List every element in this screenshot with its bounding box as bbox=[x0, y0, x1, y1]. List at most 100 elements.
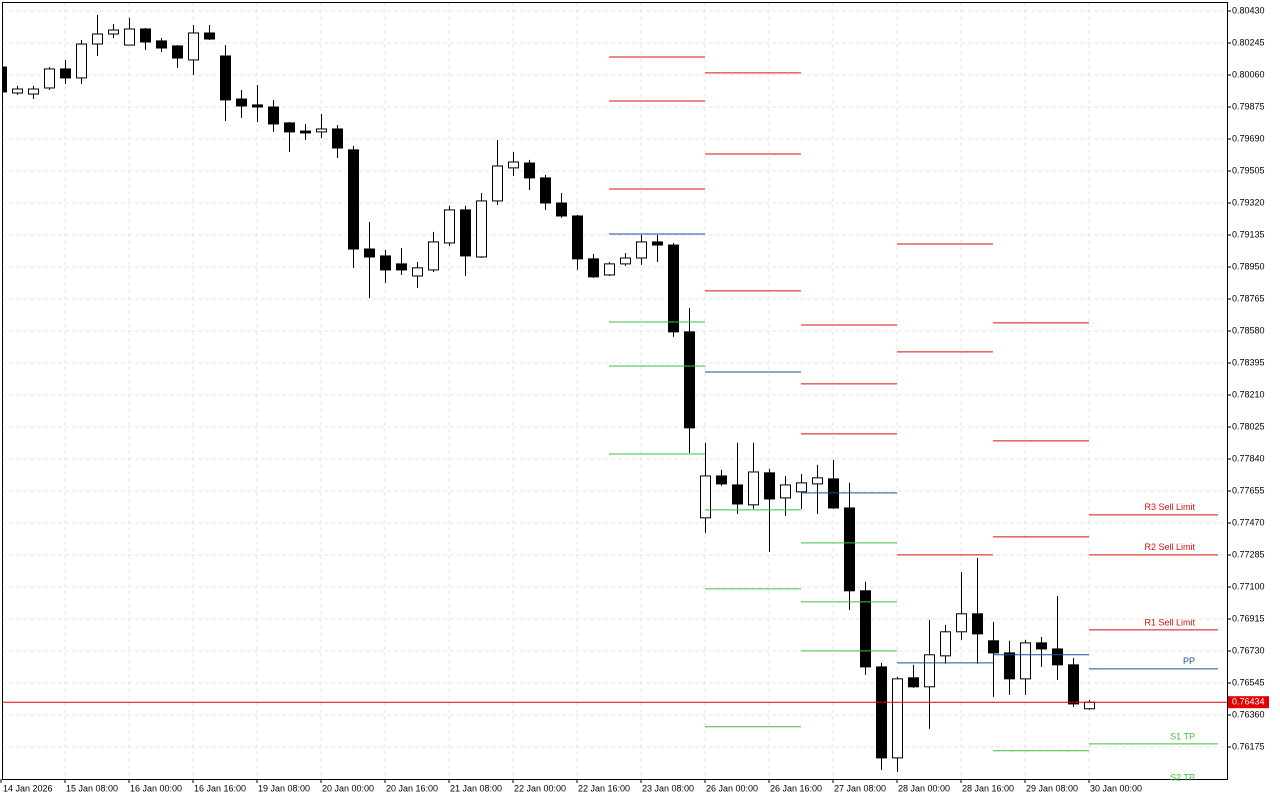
grid bbox=[2, 2, 1227, 779]
x-tick-label: 19 Jan 08:00 bbox=[258, 783, 310, 793]
y-tick-label: 0.78950 bbox=[1232, 261, 1265, 271]
candle-body-bull bbox=[492, 165, 503, 202]
candle-body-bear bbox=[332, 128, 343, 149]
candle-body-bear bbox=[460, 209, 471, 257]
y-tick-label: 0.79875 bbox=[1232, 101, 1265, 111]
candle-body-bear bbox=[908, 677, 919, 688]
y-tick-label: 0.77655 bbox=[1232, 485, 1265, 495]
candle-body-bull bbox=[76, 43, 87, 79]
y-tick-label: 0.79320 bbox=[1232, 197, 1265, 207]
y-tick-label: 0.78765 bbox=[1232, 293, 1265, 303]
candle-body-bear bbox=[972, 613, 983, 635]
candle-body-bear bbox=[828, 478, 839, 509]
current-price-label: 0.76434 bbox=[1232, 697, 1265, 707]
y-tick-label: 0.76730 bbox=[1232, 645, 1265, 655]
candle-body-bear bbox=[236, 98, 247, 107]
candle-body-bear bbox=[284, 122, 295, 133]
candle-body-bear bbox=[220, 55, 231, 101]
candle-body-bear bbox=[684, 331, 695, 429]
support-level-label: S1 TP bbox=[1170, 731, 1195, 741]
candle-body-bull bbox=[92, 33, 103, 45]
pivot-level-label: PP bbox=[1183, 656, 1195, 666]
y-tick-label: 0.78395 bbox=[1232, 357, 1265, 367]
candle-body-bear bbox=[172, 45, 183, 59]
y-tick-label: 0.79690 bbox=[1232, 133, 1265, 143]
y-tick-label: 0.79505 bbox=[1232, 165, 1265, 175]
candle-body-bear bbox=[860, 590, 871, 668]
y-tick-label: 0.76360 bbox=[1232, 709, 1265, 719]
candle-body-bear bbox=[2, 66, 7, 93]
candle-body-bear bbox=[572, 215, 583, 260]
candle-body-bear bbox=[380, 255, 391, 271]
y-tick-label: 0.77470 bbox=[1232, 517, 1265, 527]
candle-body-bull bbox=[956, 613, 967, 633]
candle-body-bull bbox=[428, 241, 439, 271]
candle-body-bull bbox=[812, 477, 823, 485]
candle-body-bear bbox=[668, 244, 679, 333]
candle-body-bear bbox=[348, 149, 359, 250]
candle-body-bear bbox=[140, 28, 151, 43]
candle-body-bull bbox=[604, 263, 615, 276]
plot-frame bbox=[2, 2, 1228, 780]
resistance-level-label: R1 Sell Limit bbox=[1144, 617, 1195, 627]
candle-body-bear bbox=[844, 507, 855, 592]
candle-body-bull bbox=[620, 257, 631, 265]
x-tick-label: 22 Jan 00:00 bbox=[514, 783, 566, 793]
candle-body-bear bbox=[300, 130, 311, 134]
y-tick-label: 0.77100 bbox=[1232, 581, 1265, 591]
x-tick-label: 30 Jan 00:00 bbox=[1090, 783, 1142, 793]
candle-body-bull bbox=[44, 68, 55, 89]
resistance-level-label: R2 Sell Limit bbox=[1144, 542, 1195, 552]
candle-body-bull bbox=[748, 471, 759, 506]
axes: 0.80430 0.80245 0.80060 0.79875 0.79690 0.795… bbox=[0, 5, 1269, 793]
candle-body-bull bbox=[780, 484, 791, 499]
y-tick-label: 0.78025 bbox=[1232, 421, 1265, 431]
resistance-level-label: R3 Sell Limit bbox=[1144, 502, 1195, 512]
x-tick-label: 26 Jan 16:00 bbox=[770, 783, 822, 793]
candle-body-bull bbox=[700, 475, 711, 519]
candle-body-bear bbox=[252, 104, 263, 108]
candle-body-bear bbox=[1036, 642, 1047, 650]
candle-body-bull bbox=[508, 161, 519, 169]
y-tick-label: 0.80430 bbox=[1232, 5, 1265, 15]
candle-body-bear bbox=[1004, 652, 1015, 680]
candle-body-bull bbox=[796, 482, 807, 493]
candle-body-bear bbox=[204, 32, 215, 40]
candle-body-bear bbox=[716, 475, 727, 485]
current-price-box bbox=[1228, 696, 1269, 709]
x-tick-label: 20 Jan 00:00 bbox=[322, 783, 374, 793]
candle-body-bull bbox=[444, 209, 455, 244]
candle-body-bull bbox=[924, 654, 935, 688]
candle-body-bear bbox=[364, 248, 375, 258]
candle-body-bull bbox=[1084, 701, 1095, 710]
candle-body-bear bbox=[764, 472, 775, 500]
candle-body-bear bbox=[156, 40, 167, 49]
x-tick-label: 20 Jan 16:00 bbox=[386, 783, 438, 793]
support-level-label: S2 TP bbox=[1170, 772, 1195, 782]
x-tick-label: 29 Jan 08:00 bbox=[1026, 783, 1078, 793]
candle-body-bear bbox=[876, 666, 887, 759]
candle-body-bear bbox=[1068, 664, 1079, 705]
x-tick-label: 14 Jan 2026 bbox=[3, 783, 53, 793]
x-tick-label: 28 Jan 00:00 bbox=[898, 783, 950, 793]
candle-body-bear bbox=[732, 484, 743, 505]
x-tick-label: 23 Jan 08:00 bbox=[642, 783, 694, 793]
y-tick-label: 0.78210 bbox=[1232, 389, 1265, 399]
candle-body-bear bbox=[268, 106, 279, 125]
candle-body-bear bbox=[652, 241, 663, 246]
y-tick-label: 0.79135 bbox=[1232, 229, 1265, 239]
candle-body-bear bbox=[588, 258, 599, 278]
candle-body-bull bbox=[124, 28, 135, 46]
candle-body-bull bbox=[108, 29, 119, 35]
y-tick-label: 0.76915 bbox=[1232, 613, 1265, 623]
plot-area bbox=[2, 14, 1227, 772]
candle-body-bear bbox=[60, 68, 71, 79]
candle-body-bear bbox=[988, 640, 999, 654]
x-tick-label: 16 Jan 00:00 bbox=[130, 783, 182, 793]
candle-body-bull bbox=[636, 241, 647, 259]
x-tick-label: 26 Jan 00:00 bbox=[706, 783, 758, 793]
candle-body-bear bbox=[556, 202, 567, 217]
x-tick-label: 16 Jan 16:00 bbox=[194, 783, 246, 793]
